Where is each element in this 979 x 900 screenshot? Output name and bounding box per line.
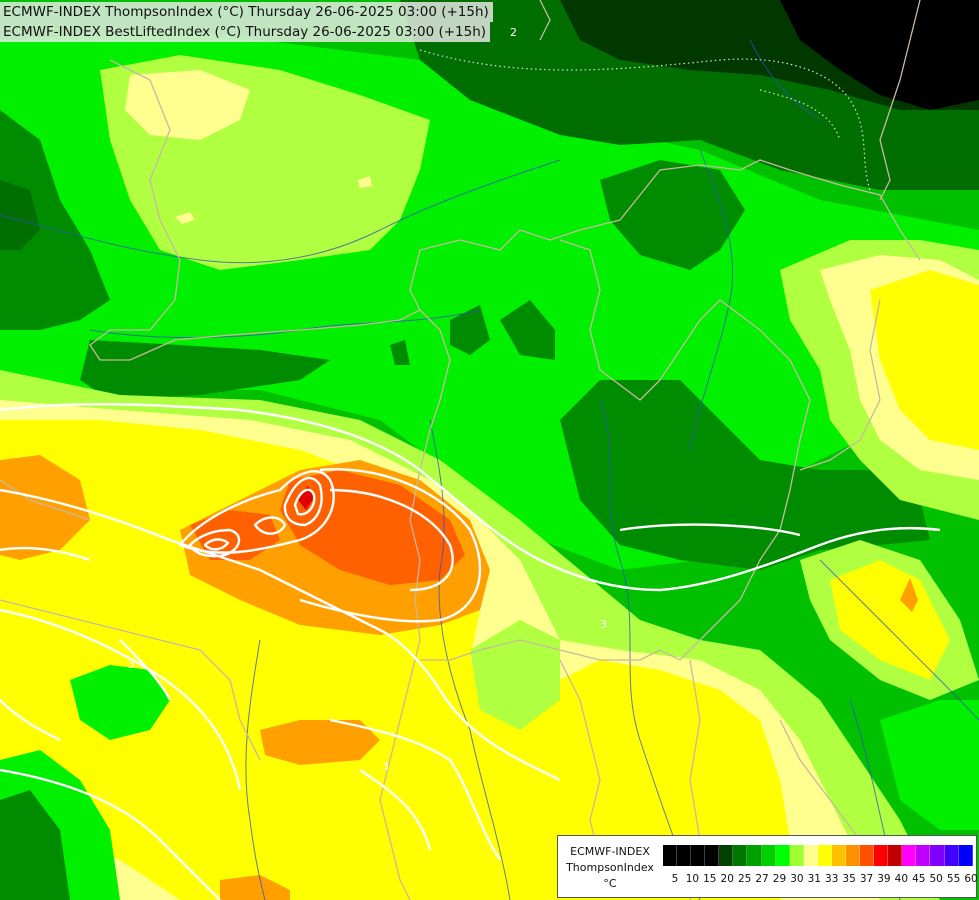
field-black-ne [780, 0, 979, 110]
legend-color-cell [831, 845, 847, 866]
legend-color-cell [663, 845, 678, 866]
legend-tick-label: 29 [772, 873, 787, 885]
country-boundaries [0, 0, 921, 900]
legend-color-cell [803, 845, 818, 866]
field-orange-sw-bottom [220, 875, 290, 900]
legend-tick-labels: 5 10 15 20 25 27 29 30 31 33 35 37 39 40 45 50 55 60 [663, 873, 978, 887]
field-orange-se-spot [900, 578, 918, 612]
legend-color-cell [747, 845, 762, 866]
title-thompson-index: ECMWF-INDEX ThompsonIndex (°C) Thursday … [0, 2, 493, 22]
dotted-border-ne [759, 89, 841, 141]
legend-color-cell [930, 845, 945, 866]
legend-tick-label: 31 [807, 873, 821, 885]
field-yellow-se [830, 560, 950, 680]
legend-tick-label: 45 [912, 873, 926, 885]
legend-title: ECMWF-INDEX [570, 845, 650, 858]
legend-label: ECMWF-INDEX ThompsonIndex °C [562, 844, 658, 892]
title-best-lifted-index: ECMWF-INDEX BestLiftedIndex (°C) Thursda… [0, 22, 491, 42]
legend-color-cell [846, 845, 861, 866]
legend-color-cell [958, 845, 973, 866]
field-darkgreen-west [0, 110, 110, 330]
contour-label-2: 2 [510, 26, 517, 39]
legend-tick-label: 50 [929, 873, 943, 885]
legend-color-cell [761, 845, 776, 866]
contour-label-3c: 3 [600, 618, 607, 631]
field-light-spot-1 [175, 212, 195, 224]
legend-color-cell [916, 845, 931, 866]
legend-color-cell [944, 845, 959, 866]
legend-unit: °C [603, 877, 617, 890]
field-orange-west [0, 455, 90, 560]
legend-tick-label: 30 [790, 873, 804, 885]
legend-color-cell [691, 845, 706, 866]
legend-color-cell [902, 845, 917, 866]
legend-tick-label: 40 [894, 873, 909, 885]
contour-labels: 2 3 3 3 [128, 26, 607, 773]
legend-color-cell [705, 845, 720, 866]
contour-label-3a: 3 [128, 658, 135, 671]
legend-tick-label: 20 [720, 873, 734, 885]
contours-bestliftedindex [0, 403, 941, 900]
legend-tick-label: 37 [859, 873, 874, 885]
field-light-spot-2 [358, 176, 372, 188]
legend-color-cell [677, 845, 692, 866]
legend-tick-label: 33 [825, 873, 839, 885]
legend-tick-label: 35 [842, 873, 856, 885]
field-green-south-patch [70, 665, 170, 740]
field-yellow-east-core [870, 270, 979, 450]
contour-label-3b: 3 [382, 760, 389, 773]
legend-color-cell [817, 845, 832, 866]
legend-tick-label: 55 [946, 873, 961, 885]
legend-tick-label: 5 [671, 873, 679, 885]
legend-color-cell [733, 845, 748, 866]
field-darkgreen-north-east [600, 160, 745, 270]
field-red-core [298, 486, 314, 510]
field-lightyellow-north [125, 70, 250, 140]
legend-color-cell [789, 845, 804, 866]
field-orange-south [260, 720, 380, 765]
legend-tick-label: 10 [685, 873, 700, 885]
color-legend: ECMWF-INDEX ThompsonIndex °C 5 10 15 20 25 27… [557, 835, 978, 898]
legend-color-cell [775, 845, 790, 866]
legend-color-cell [719, 845, 734, 866]
legend-color-bar [663, 845, 973, 866]
legend-variable: ThompsonIndex [566, 861, 654, 874]
legend-tick-label: 60 [964, 873, 978, 885]
field-darkgreen-central [560, 380, 930, 570]
legend-tick-label: 27 [755, 873, 769, 885]
legend-color-cell [888, 845, 903, 866]
legend-color-cell [874, 845, 889, 866]
legend-color-cell [860, 845, 875, 866]
field-darkgreen-spots [390, 300, 555, 365]
field-green-se-corner [880, 700, 979, 830]
legend-tick-label: 39 [877, 873, 891, 885]
legend-tick-label: 15 [703, 873, 717, 885]
legend-tick-label: 25 [737, 873, 752, 885]
field-darkgreen-sw [0, 790, 70, 900]
field-darkgreen-west-inner [0, 180, 40, 250]
